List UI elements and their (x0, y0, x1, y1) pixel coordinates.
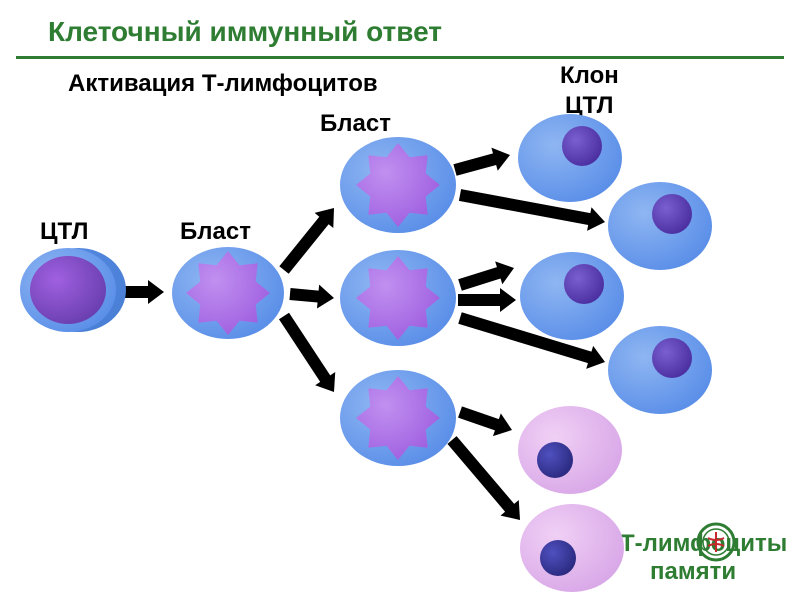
diagram-canvas (0, 0, 800, 600)
